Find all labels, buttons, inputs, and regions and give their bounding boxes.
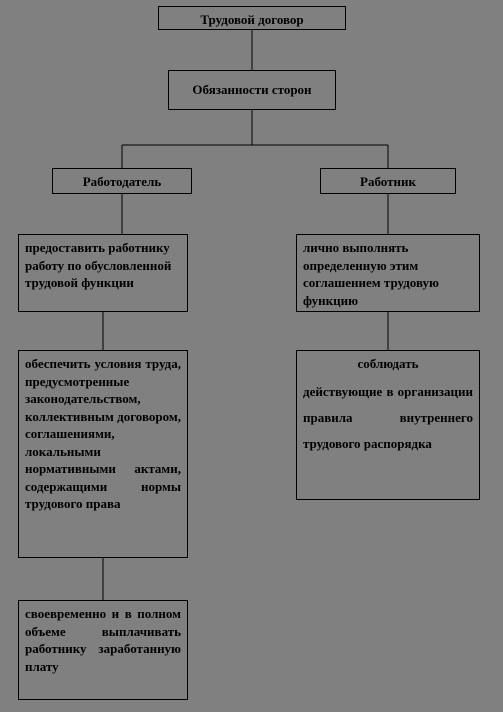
- node-obligations: Обязанности сторон: [168, 70, 336, 110]
- node-label: Обязанности сторон: [192, 81, 311, 99]
- node-label-rest: действующие в организации правила внутре…: [303, 384, 473, 451]
- node-root: Трудовой договор: [158, 6, 346, 30]
- node-label: своевременно и в полном объеме выплачива…: [25, 606, 181, 674]
- node-label: Работник: [360, 174, 416, 189]
- node-employer-duty-1: предоставить работнику работу по обуслов…: [18, 234, 188, 312]
- node-employer-duty-3: своевременно и в полном объеме выплачива…: [18, 600, 188, 700]
- node-label: обеспечить условия труда, предусмотренны…: [25, 356, 181, 511]
- node-label: Работодатель: [83, 174, 162, 189]
- node-label: предоставить работнику работу по обуслов…: [25, 240, 171, 290]
- node-label: лично выполнять определенную этим соглаш…: [303, 240, 439, 308]
- node-employee-duty-2: соблюдать действующие в организации прав…: [296, 350, 480, 500]
- node-employer-duty-2: обеспечить условия труда, предусмотренны…: [18, 350, 188, 558]
- node-employer: Работодатель: [52, 168, 192, 194]
- node-employee: Работник: [320, 168, 456, 194]
- diagram-canvas: Трудовой договор Обязанности сторон Рабо…: [0, 0, 503, 712]
- node-label-top: соблюдать: [358, 356, 419, 371]
- node-label: Трудовой договор: [200, 12, 303, 27]
- node-employee-duty-1: лично выполнять определенную этим соглаш…: [296, 234, 480, 312]
